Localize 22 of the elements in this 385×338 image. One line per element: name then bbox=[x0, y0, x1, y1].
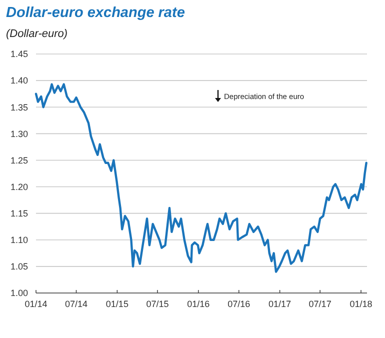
y-tick-label: 1.05 bbox=[10, 262, 28, 272]
line-series bbox=[34, 83, 368, 273]
y-tick-label: 1.30 bbox=[10, 128, 28, 139]
y-tick-label: 1.00 bbox=[10, 288, 28, 298]
x-tick-label: 07/14 bbox=[64, 299, 88, 309]
x-tick-label: 01/18 bbox=[350, 299, 372, 309]
x-tick-label: 07/17 bbox=[308, 299, 332, 309]
x-tick-label: 07/16 bbox=[228, 299, 250, 309]
chart-subtitle: (Dollar-euro) bbox=[6, 28, 68, 40]
y-tick-label: 1.25 bbox=[10, 155, 28, 166]
y-tick-label: 1.35 bbox=[10, 102, 28, 112]
y-tick-label: 1.40 bbox=[10, 76, 28, 86]
y-tick-label: 1.45 bbox=[10, 49, 28, 60]
x-tick-label: 01/17 bbox=[268, 299, 292, 309]
x-tick-label: 01/16 bbox=[187, 299, 210, 309]
y-tick-label: 1.10 bbox=[10, 235, 28, 246]
chart-title: Dollar-euro exchange rate bbox=[6, 5, 185, 21]
y-tick-label: 1.15 bbox=[10, 208, 28, 218]
x-tick-label: 01/15 bbox=[106, 299, 128, 309]
x-tick-label: 07/15 bbox=[146, 299, 169, 309]
y-tick-label: 1.20 bbox=[10, 182, 28, 192]
x-tick-label: 01/14 bbox=[24, 299, 48, 309]
